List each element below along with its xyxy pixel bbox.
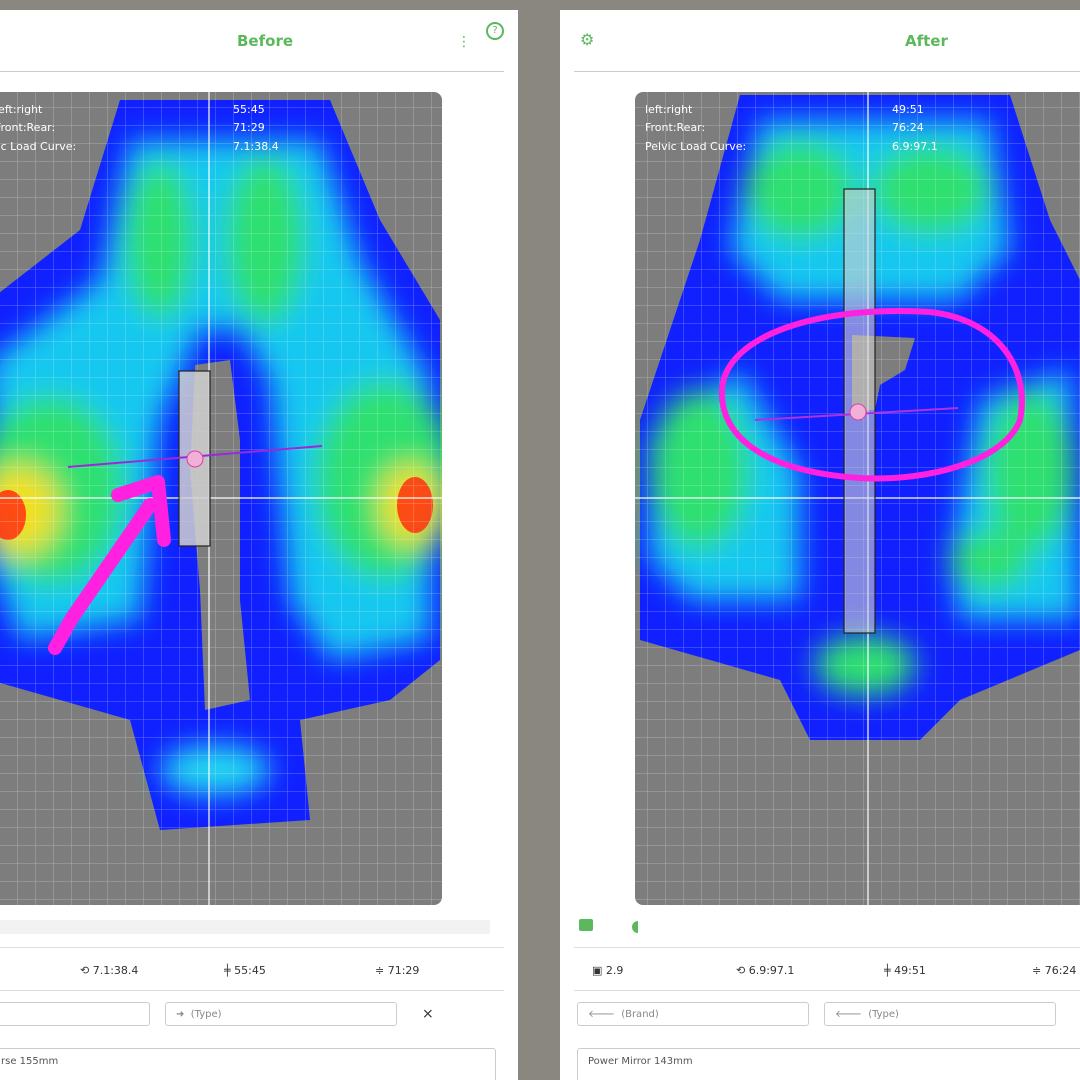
saddle-box[interactable]: Power Mirror 143mm xyxy=(577,1048,1080,1080)
annotation-circle xyxy=(718,308,1025,482)
metric-label: Pelvic Load Curve: xyxy=(645,140,746,153)
toggle[interactable] xyxy=(632,921,638,933)
metric-value: 55:45 xyxy=(233,103,265,116)
help-icon[interactable]: ? xyxy=(486,22,504,40)
menu-icon[interactable]: ⋮ xyxy=(457,34,471,50)
stats-bar: ▣ 2.9 ⟲ 6.9:97.1 ╪ 49:51 ≑ 76:24 xyxy=(574,947,1080,991)
input[interactable] xyxy=(0,1002,150,1026)
metric-value: 49:51 xyxy=(892,103,924,116)
stat: ╪ 49:51 xyxy=(884,964,926,977)
placeholder: (Type) xyxy=(868,1009,899,1020)
stats-bar: ⟲ 7.1:38.4 ╪ 55:45 ≑ 71:29 xyxy=(0,947,504,991)
saddle-box[interactable]: rse 155mm xyxy=(0,1048,496,1080)
stat: ╪ 55:45 xyxy=(224,964,266,977)
panel-title: After xyxy=(905,32,948,50)
placeholder: (Brand) xyxy=(621,1009,659,1020)
heatmap-after: left:right 49:51 Front:Rear: 76:24 Pelvi… xyxy=(635,92,1080,905)
clear-filter[interactable]: ⨯ xyxy=(422,1006,434,1022)
metric-value: 76:24 xyxy=(892,121,924,134)
stat: ≑ 76:24 xyxy=(1032,964,1077,977)
saddle-name: Power Mirror 143mm xyxy=(588,1056,693,1067)
metric-label: left:right xyxy=(0,103,43,116)
metric-value: 71:29 xyxy=(233,121,265,134)
metric-label: Front:Rear: xyxy=(645,121,705,134)
metric-label: left:right xyxy=(645,103,693,116)
input[interactable]: 🡐 (Type) xyxy=(824,1002,1056,1026)
divider xyxy=(0,71,504,72)
stat: ⟲ 7.1:38.4 xyxy=(80,964,139,977)
scrollbar[interactable] xyxy=(0,920,490,934)
camera-icon[interactable] xyxy=(579,919,593,931)
annotation-arrow xyxy=(48,475,171,655)
metric-label: Pelvic Load Curve: xyxy=(0,140,76,153)
heatmap-before: left:right 55:45 Front:Rear: 71:29 Pelvi… xyxy=(0,92,442,905)
divider xyxy=(574,71,1080,72)
stat: ⟲ 6.9:97.1 xyxy=(736,964,795,977)
metric-value: 6.9:97.1 xyxy=(892,140,938,153)
settings-icon[interactable]: ⚙ xyxy=(580,30,595,49)
metric-value: 7.1:38.4 xyxy=(233,140,279,153)
stat: ≑ 71:29 xyxy=(375,964,420,977)
metric-label: Front:Rear: xyxy=(0,121,55,134)
panel-title: Before xyxy=(237,32,294,50)
input[interactable]: 🡐 (Brand) xyxy=(577,1002,809,1026)
stat: ▣ 2.9 xyxy=(592,964,624,977)
placeholder: (Type) xyxy=(190,1009,222,1020)
input[interactable]: ➜ (Type) xyxy=(165,1002,397,1026)
saddle-name: rse 155mm xyxy=(1,1056,59,1067)
